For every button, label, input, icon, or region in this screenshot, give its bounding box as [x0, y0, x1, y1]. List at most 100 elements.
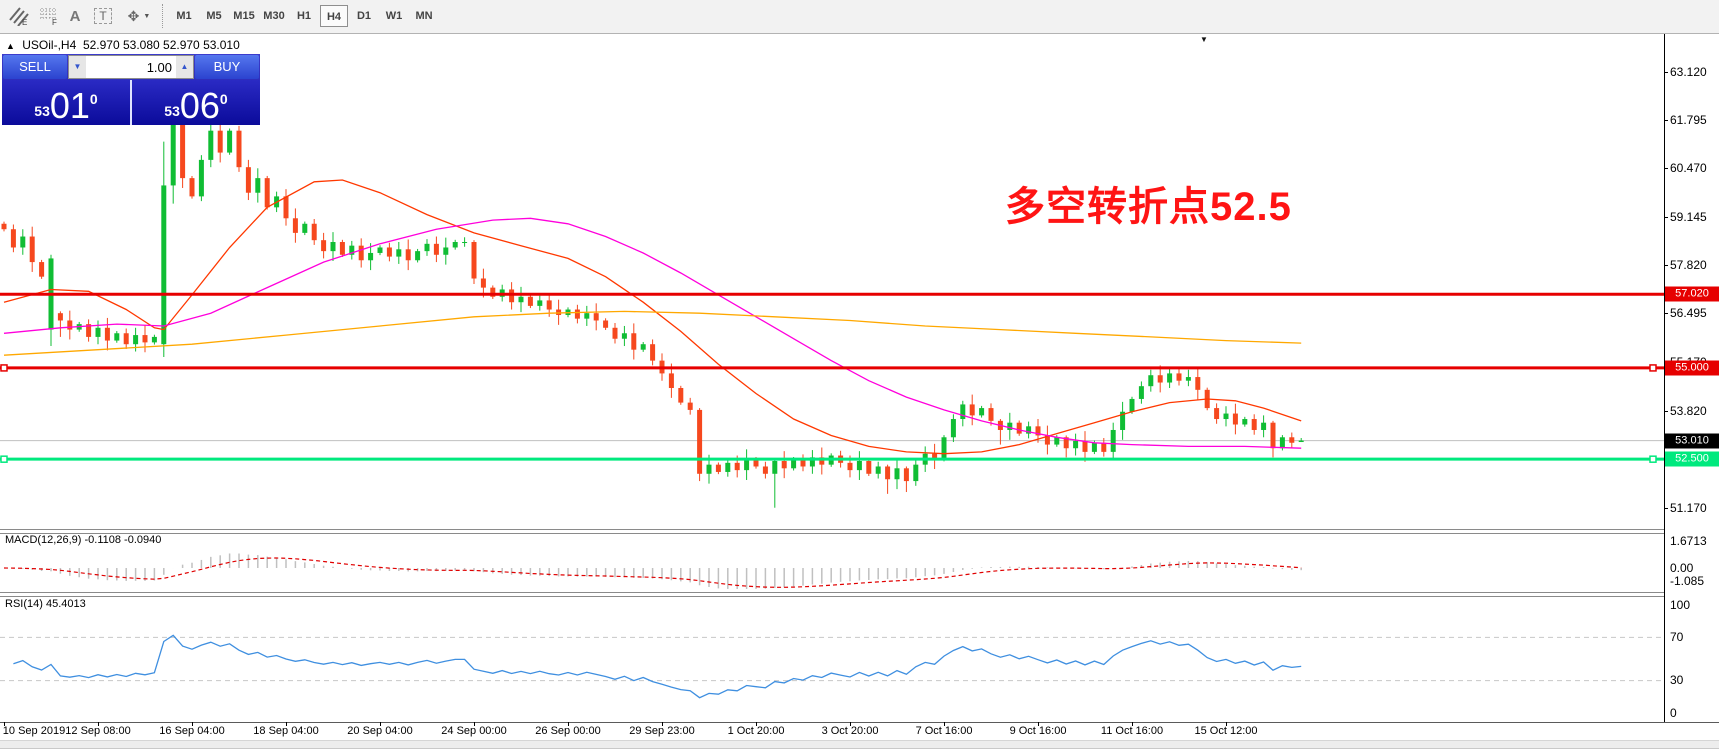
- volume-decrease-button[interactable]: ▼: [69, 56, 86, 78]
- time-axis-label: 15 Oct 12:00: [1194, 725, 1258, 737]
- toolbar-separator: [162, 4, 163, 28]
- timeframe-button-h1[interactable]: H1: [296, 10, 312, 22]
- panel-divider: [130, 80, 132, 125]
- time-axis-tick: [192, 722, 193, 726]
- rsi-line: [13, 634, 1302, 699]
- time-axis-label: 26 Sep 00:00: [535, 725, 601, 737]
- macd-layer: [3, 553, 1302, 589]
- one-click-trading-panel: SELL ▼ ▲ BUY 53 01 0 53 06 0: [2, 54, 260, 125]
- buy-price-display[interactable]: 53 06 0: [132, 80, 260, 125]
- candlestick-layer: [1, 72, 1304, 508]
- price-axis-tick: [1664, 411, 1668, 412]
- macd-label: MACD(12,26,9) -0.1108 -0.0940: [5, 534, 162, 546]
- horizontal-scroll-strip[interactable]: [0, 740, 1719, 748]
- sell-price-display[interactable]: 53 01 0: [2, 80, 130, 125]
- time-axis-label: 11 Oct 16:00: [1100, 725, 1164, 737]
- text-box-tool-icon[interactable]: T: [92, 4, 114, 28]
- time-axis-tick: [474, 722, 475, 726]
- timeframe-button-h4[interactable]: H4: [320, 5, 348, 27]
- hline-handle[interactable]: [0, 455, 8, 463]
- buy-price-big: 06: [179, 85, 220, 126]
- price-axis-tick: [1664, 168, 1668, 170]
- price-axis-label: 51.170: [1670, 500, 1707, 515]
- buy-price-small: 53: [164, 103, 180, 119]
- macd-values: -0.1108 -0.0940: [84, 534, 162, 546]
- time-axis-tick: [756, 722, 757, 726]
- time-axis-tick: [568, 722, 569, 726]
- sell-price-small: 53: [34, 103, 50, 119]
- volume-input[interactable]: [86, 56, 176, 78]
- macd-axis-label: -1.085: [1670, 574, 1705, 588]
- buy-button[interactable]: BUY: [195, 55, 259, 79]
- price-axis-label: 56.495: [1670, 306, 1707, 321]
- time-axis-label: 18 Sep 04:00: [253, 725, 319, 737]
- price-axis-tick: [1664, 265, 1668, 266]
- time-axis-label: 12 Sep 08:00: [65, 725, 131, 737]
- symbol-info-line: ▲ USOil-,H4 52.970 53.080 52.970 53.010: [6, 38, 240, 52]
- toolbar: E F A T ✥ ▼ M1 M5 M15 M30 H1 H4 D1 W1 MN: [0, 0, 1719, 34]
- time-axis-label: 1 Oct 20:00: [727, 725, 785, 737]
- sell-price-sup: 0: [89, 91, 98, 107]
- timeframe-button-m15[interactable]: M15: [233, 10, 255, 22]
- time-axis-tick: [1038, 722, 1039, 726]
- chart-shift-marker[interactable]: ▼: [1200, 35, 1208, 44]
- collapse-triangle-icon[interactable]: ▲: [6, 41, 15, 51]
- time-axis-tick: [380, 722, 381, 726]
- timeframe-button-mn[interactable]: MN: [415, 10, 433, 22]
- hline-handle[interactable]: [0, 364, 8, 372]
- time-axis-label: 24 Sep 00:00: [441, 725, 507, 737]
- rsi-axis-label: 100: [1670, 598, 1691, 612]
- timeframe-button-m1[interactable]: M1: [176, 10, 192, 22]
- time-axis-tick: [4, 722, 5, 726]
- rsi-axis-label: 70: [1670, 630, 1684, 644]
- hline-handle[interactable]: [1649, 455, 1657, 463]
- time-axis-tick: [98, 722, 99, 726]
- sell-price-big: 01: [49, 85, 90, 126]
- timeframe-button-m30[interactable]: M30: [263, 10, 285, 22]
- time-axis-label: 29 Sep 23:00: [629, 725, 695, 737]
- price-badge-55.000: 55.000: [1665, 360, 1719, 376]
- price-axis-tick: [1664, 119, 1668, 121]
- rsi-label: RSI(14) 45.4013: [5, 598, 86, 610]
- timeframe-button-w1[interactable]: W1: [385, 10, 403, 22]
- macd-panel-separator[interactable]: [0, 529, 1664, 534]
- fibo-grid-tool-icon[interactable]: F: [36, 4, 62, 28]
- ma-slow-orange[interactable]: [3, 310, 1302, 356]
- ma-mid-magenta[interactable]: [3, 217, 1302, 449]
- time-axis-line: [0, 722, 1719, 723]
- time-axis-label: 10 Sep 2019: [2, 725, 66, 737]
- price-axis-label: 59.145: [1670, 209, 1707, 224]
- price-axis-tick: [1664, 216, 1668, 218]
- price-axis-label: 60.470: [1670, 161, 1707, 176]
- time-axis-tick: [286, 722, 287, 726]
- chart-text-annotation[interactable]: 多空转折点52.5: [1005, 185, 1292, 229]
- time-axis-label: 7 Oct 16:00: [915, 725, 973, 737]
- price-badge-57.020: 57.020: [1665, 286, 1719, 302]
- price-axis-label: 63.120: [1670, 64, 1707, 79]
- ma-fast-red[interactable]: [3, 179, 1302, 455]
- timeframe-button-m5[interactable]: M5: [206, 10, 222, 22]
- rsi-axis-label: 30: [1670, 673, 1684, 687]
- arrows-tool-icon[interactable]: ✥ ▼: [127, 7, 151, 24]
- volume-spinner: ▼ ▲: [68, 55, 194, 79]
- text-label-tool-icon[interactable]: A: [69, 7, 81, 25]
- time-axis-tick: [944, 722, 945, 726]
- time-axis-tick: [1132, 722, 1133, 726]
- dropdown-caret-icon: ▼: [143, 12, 151, 20]
- time-axis-label: 3 Oct 20:00: [821, 725, 879, 737]
- price-axis-tick: [1664, 71, 1668, 73]
- volume-increase-button[interactable]: ▲: [176, 56, 193, 78]
- rsi-layer: [0, 634, 1664, 699]
- rsi-panel-separator[interactable]: [0, 592, 1664, 597]
- timeframe-button-d1[interactable]: D1: [356, 10, 372, 22]
- hline-handle[interactable]: [1649, 364, 1657, 372]
- price-axis-tick: [1664, 313, 1668, 315]
- time-axis-tick: [662, 722, 663, 726]
- hatch-channel-tool-icon[interactable]: E: [6, 4, 32, 28]
- rsi-value: 45.4013: [45, 598, 86, 610]
- tool-glyph: F: [52, 18, 57, 26]
- chart-area[interactable]: [0, 33, 1719, 748]
- macd-signal-line: [3, 557, 1302, 588]
- sell-button[interactable]: SELL: [3, 55, 67, 79]
